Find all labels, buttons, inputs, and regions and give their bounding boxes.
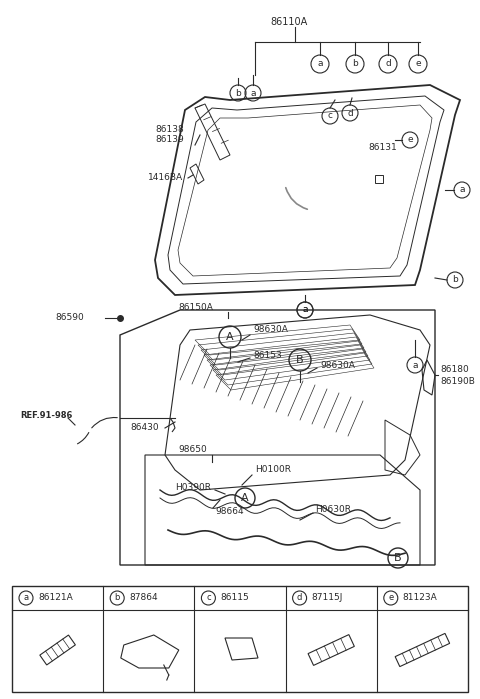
Text: 86121A: 86121A xyxy=(38,593,73,603)
Text: 98630A: 98630A xyxy=(320,361,355,370)
Text: 98664: 98664 xyxy=(215,507,244,517)
Text: d: d xyxy=(297,593,302,603)
Text: a: a xyxy=(317,59,323,69)
Bar xyxy=(12,586,468,692)
Bar xyxy=(375,175,383,183)
Text: REF.91-986: REF.91-986 xyxy=(20,410,72,419)
Text: b: b xyxy=(352,59,358,69)
Text: e: e xyxy=(415,59,421,69)
Text: 98630A: 98630A xyxy=(253,326,288,335)
Text: e: e xyxy=(388,593,394,603)
Text: 86430: 86430 xyxy=(130,424,158,433)
Text: 86131: 86131 xyxy=(368,143,397,152)
Text: A: A xyxy=(241,493,249,503)
Text: a: a xyxy=(302,305,308,315)
Text: a: a xyxy=(412,361,418,370)
Text: 81123A: 81123A xyxy=(403,593,438,603)
Text: B: B xyxy=(296,355,304,365)
Text: H0100R: H0100R xyxy=(255,466,291,475)
Text: c: c xyxy=(327,112,333,120)
Text: 86139: 86139 xyxy=(155,136,184,145)
Text: 86138: 86138 xyxy=(155,126,184,134)
Text: a: a xyxy=(24,593,29,603)
Text: 86110A: 86110A xyxy=(270,17,307,27)
Text: 87864: 87864 xyxy=(129,593,158,603)
Text: B: B xyxy=(394,553,402,563)
Text: a: a xyxy=(459,185,465,194)
Text: A: A xyxy=(226,332,234,342)
Text: 98650: 98650 xyxy=(178,445,207,454)
Text: 86150A: 86150A xyxy=(178,303,213,312)
Text: H0630R: H0630R xyxy=(315,505,351,514)
Text: e: e xyxy=(407,136,413,145)
Text: c: c xyxy=(206,593,211,603)
Text: 87115J: 87115J xyxy=(312,593,343,603)
Text: 86115: 86115 xyxy=(220,593,249,603)
Text: 1416BA: 1416BA xyxy=(148,173,183,182)
Text: H0390R: H0390R xyxy=(175,484,211,493)
Text: a: a xyxy=(250,89,256,97)
Text: b: b xyxy=(452,275,458,284)
Text: b: b xyxy=(235,89,241,97)
Text: d: d xyxy=(385,59,391,69)
Text: d: d xyxy=(347,108,353,117)
Text: a: a xyxy=(302,305,308,315)
Text: 86590: 86590 xyxy=(55,313,84,322)
Text: 86180: 86180 xyxy=(440,366,469,375)
Text: 86190B: 86190B xyxy=(440,377,475,386)
Text: 86153: 86153 xyxy=(253,350,282,359)
Text: b: b xyxy=(115,593,120,603)
